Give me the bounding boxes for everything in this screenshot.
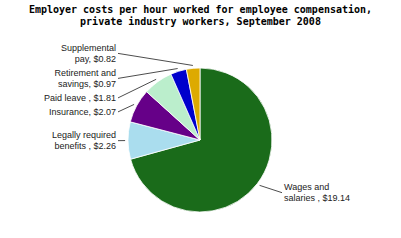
- title: Employer costs per hour worked for emplo…: [29, 4, 372, 27]
- slice-label: Supplementalpay, $0.82: [61, 43, 116, 64]
- leader-line: [260, 185, 282, 192]
- chart: Employer costs per hour worked for emplo…: [0, 0, 401, 238]
- labels: Wages andsalaries , $19.14 Legally requir…: [44, 43, 350, 203]
- slice-label: Paid leave , $1.81: [44, 93, 116, 103]
- leader-line: [118, 104, 134, 111]
- leader-line: [118, 69, 178, 79]
- slice-label: Retirement andsavings, $0.97: [54, 68, 116, 89]
- chart-container: Employer costs per hour worked for emplo…: [0, 0, 401, 238]
- slice: [186, 68, 200, 140]
- slice-label: Wages andsalaries , $19.14: [284, 182, 350, 203]
- leader-line: [118, 79, 156, 98]
- slices: [128, 68, 272, 212]
- leader-line: [118, 140, 125, 141]
- leader-line: [118, 53, 193, 65]
- slice-label: Legally requiredbenefits , $2.26: [52, 130, 116, 151]
- slice-label: Insurance, $2.07: [49, 107, 116, 117]
